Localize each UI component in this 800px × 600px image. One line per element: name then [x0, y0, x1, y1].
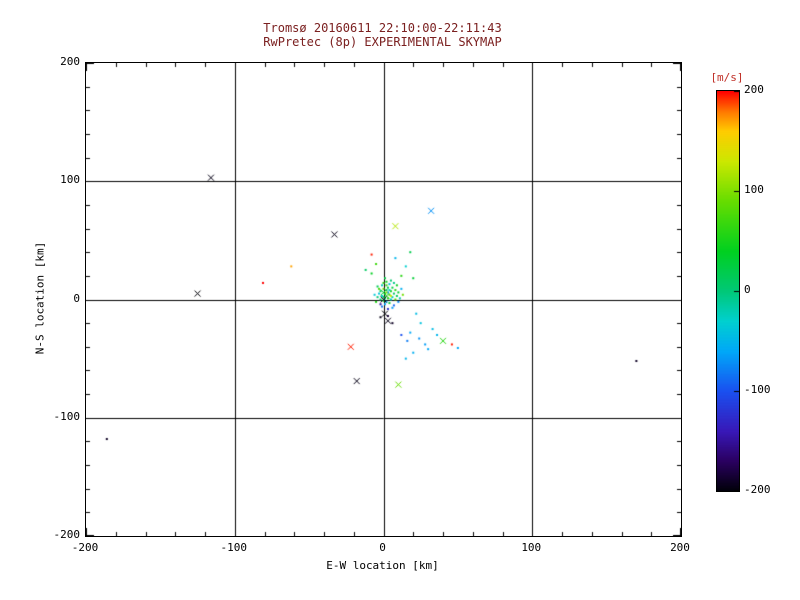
plot-title-line1: Tromsø 20160611 22:10:00-22:11:43 [263, 21, 502, 35]
x-axis-tick-labels: -200 -100 0 100 200 [72, 541, 690, 555]
y-tick-label: 100 [60, 173, 80, 187]
y-axis-tick-labels: 200 100 0 -100 -200 [28, 55, 81, 541]
x-tick-label: 0 [379, 541, 386, 554]
cb-tick-label: 100 [744, 183, 764, 196]
cb-tick-label: 200 [744, 83, 764, 96]
colorbar-gradient-canvas [717, 91, 739, 491]
colorbar-tick-labels: 200 100 0 -100 -200 [744, 83, 790, 496]
x-tick-label: 100 [521, 541, 542, 554]
cb-tick-label: -200 [744, 483, 771, 496]
x-tick-label: -100 [220, 541, 248, 554]
x-axis-label: E-W location [km] [326, 559, 439, 572]
y-tick-label: -100 [53, 409, 81, 423]
colorbar-unit-label: [m/s] [710, 71, 744, 84]
x-tick-label: -200 [71, 541, 99, 554]
cb-tick-label: -100 [744, 383, 771, 396]
cb-tick-label: 0 [744, 283, 751, 296]
plot-area [85, 62, 682, 537]
y-tick-label: -200 [53, 528, 81, 541]
y-tick-label: 200 [60, 55, 80, 68]
plot-title-line2: RwPretec (8p) EXPERIMENTAL SKYMAP [263, 35, 502, 49]
scatter-canvas [86, 63, 681, 536]
y-tick-label: 0 [73, 291, 80, 305]
x-tick-label: 200 [670, 541, 690, 554]
colorbar [716, 90, 740, 492]
